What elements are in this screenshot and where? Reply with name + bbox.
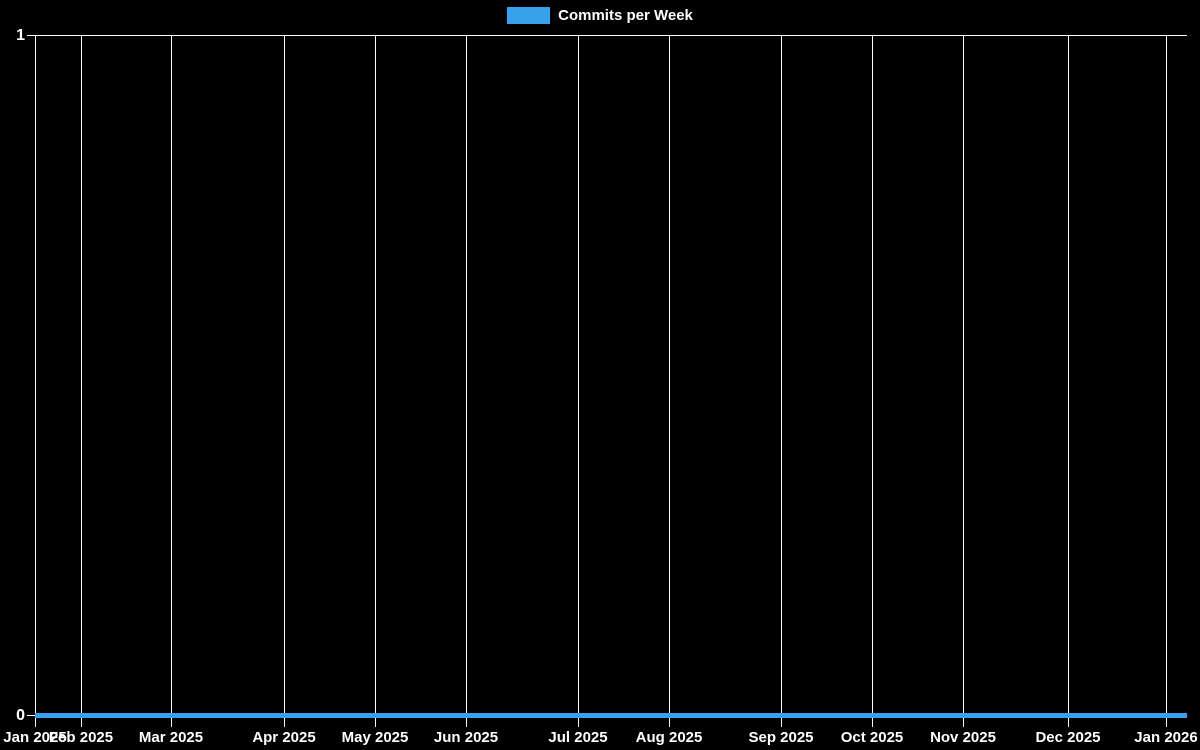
x-axis-tick-label: Mar 2025: [138, 729, 204, 746]
legend-item-commits-per-week[interactable]: Commits per Week: [507, 6, 693, 25]
x-gridline: [81, 36, 82, 727]
x-axis-tick-label: Dec 2025: [1035, 729, 1101, 746]
x-gridline: [375, 36, 376, 727]
y-tick-mark-min: [27, 715, 35, 716]
x-axis-tick-label: Jun 2025: [433, 729, 499, 746]
x-axis-tick-label: Oct 2025: [840, 729, 904, 746]
x-gridline: [466, 36, 467, 727]
x-axis-tick-label: Apr 2025: [252, 729, 316, 746]
legend-label: Commits per Week: [558, 7, 693, 24]
y-axis-label-max: 1: [16, 27, 25, 44]
x-gridline: [872, 36, 873, 727]
y-gridline-max: [27, 35, 1187, 36]
x-axis-tick-label: Jan 2026: [1134, 729, 1198, 746]
x-gridline: [1166, 36, 1167, 727]
x-axis-tick-label: Jul 2025: [548, 729, 608, 746]
x-axis-tick-label: Feb 2025: [48, 729, 114, 746]
x-gridline: [35, 36, 36, 727]
x-gridline: [284, 36, 285, 727]
x-gridline: [1068, 36, 1069, 727]
x-axis-tick-label: Sep 2025: [748, 729, 814, 746]
legend-color-swatch: [507, 7, 551, 24]
x-gridline: [781, 36, 782, 727]
x-gridline: [171, 36, 172, 727]
x-gridline: [578, 36, 579, 727]
x-axis-tick-label: Nov 2025: [930, 729, 996, 746]
series-line-commits-per-week: [35, 713, 1187, 718]
x-axis-tick-label: May 2025: [341, 729, 409, 746]
x-axis-tick-label: Jan 2025: [3, 729, 67, 746]
x-axis-tick-label: Aug 2025: [635, 729, 703, 746]
y-axis-label-min: 0: [16, 707, 25, 724]
x-gridline: [669, 36, 670, 727]
x-gridline: [963, 36, 964, 727]
chart-legend: Commits per Week: [0, 6, 1200, 25]
